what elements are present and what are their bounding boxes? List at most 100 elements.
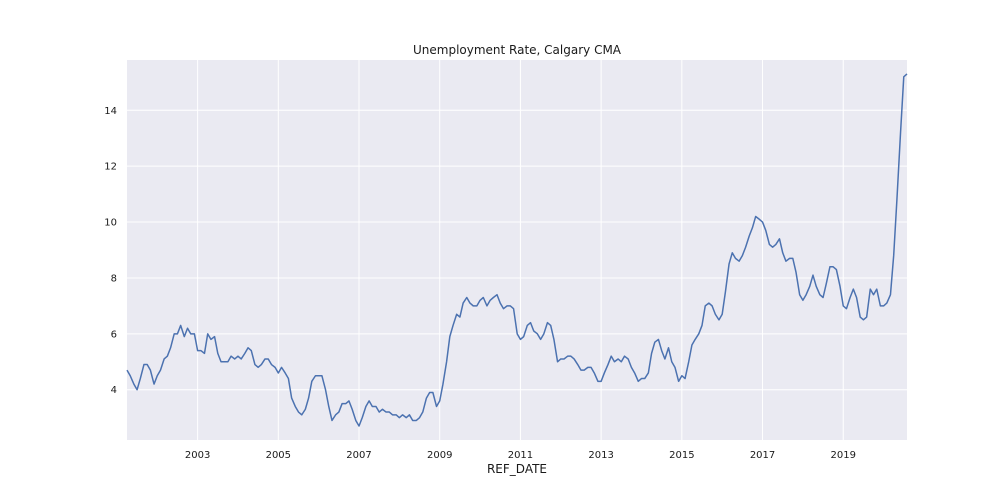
data-point xyxy=(673,366,676,369)
data-point xyxy=(509,304,512,307)
data-point xyxy=(310,380,313,383)
data-point xyxy=(307,397,310,400)
data-point xyxy=(458,316,461,319)
data-point xyxy=(196,349,199,352)
x-tick-label: 2017 xyxy=(750,450,775,461)
x-tick-label: 2005 xyxy=(266,450,291,461)
data-point xyxy=(287,377,290,380)
data-point xyxy=(808,285,811,288)
data-point xyxy=(862,318,865,321)
data-point xyxy=(882,304,885,307)
y-tick-label: 10 xyxy=(104,218,117,229)
data-point xyxy=(519,338,522,341)
data-point xyxy=(374,405,377,408)
data-point xyxy=(637,380,640,383)
data-point xyxy=(193,332,196,335)
data-point xyxy=(479,299,482,302)
data-point xyxy=(482,296,485,299)
data-point xyxy=(364,405,367,408)
data-point xyxy=(549,324,552,327)
data-point xyxy=(173,332,176,335)
data-point xyxy=(136,388,139,391)
data-point xyxy=(724,290,727,293)
data-point xyxy=(774,243,777,246)
data-point xyxy=(855,296,858,299)
data-point xyxy=(186,327,189,330)
data-point xyxy=(314,374,317,377)
data-point xyxy=(684,377,687,380)
data-point xyxy=(667,346,670,349)
data-point xyxy=(492,296,495,299)
data-point xyxy=(869,288,872,291)
data-point xyxy=(220,360,223,363)
data-point xyxy=(159,369,162,372)
data-point xyxy=(647,371,650,374)
data-point xyxy=(603,371,606,374)
data-point xyxy=(153,383,156,386)
data-point xyxy=(411,419,414,422)
data-point xyxy=(294,405,297,408)
data-point xyxy=(849,296,852,299)
data-point xyxy=(327,405,330,408)
data-point xyxy=(576,363,579,366)
data-point xyxy=(438,399,441,402)
data-point xyxy=(230,355,233,358)
data-point xyxy=(146,363,149,366)
data-point xyxy=(791,257,794,260)
data-point xyxy=(687,360,690,363)
data-point xyxy=(337,411,340,414)
data-point xyxy=(825,282,828,285)
data-point xyxy=(270,363,273,366)
data-point xyxy=(132,383,135,386)
data-point xyxy=(216,352,219,355)
data-point xyxy=(267,357,270,360)
data-point xyxy=(179,324,182,327)
data-point xyxy=(606,363,609,366)
data-point xyxy=(801,299,804,302)
data-point xyxy=(441,383,444,386)
data-point xyxy=(166,355,169,358)
data-point xyxy=(472,304,475,307)
data-point xyxy=(832,265,835,268)
data-point xyxy=(475,304,478,307)
data-point xyxy=(284,371,287,374)
data-point xyxy=(351,408,354,411)
data-point xyxy=(902,75,905,78)
data-point xyxy=(573,357,576,360)
data-point xyxy=(704,304,707,307)
data-point xyxy=(330,419,333,422)
data-point xyxy=(361,416,364,419)
data-point xyxy=(761,221,764,224)
data-point xyxy=(253,363,256,366)
data-point xyxy=(630,366,633,369)
data-point xyxy=(149,369,152,372)
data-point xyxy=(751,226,754,229)
data-point xyxy=(317,374,320,377)
data-point xyxy=(183,335,186,338)
x-tick-label: 2009 xyxy=(427,450,452,461)
plot-area xyxy=(127,60,907,440)
data-point xyxy=(895,198,898,201)
data-point xyxy=(304,408,307,411)
data-point xyxy=(892,254,895,257)
data-point xyxy=(663,357,666,360)
data-point xyxy=(300,413,303,416)
data-point xyxy=(502,307,505,310)
data-point xyxy=(583,369,586,372)
data-point xyxy=(129,374,132,377)
data-point xyxy=(859,316,862,319)
grid-lines xyxy=(127,60,907,440)
data-point xyxy=(610,355,613,358)
data-point xyxy=(435,405,438,408)
data-point xyxy=(512,307,515,310)
data-point xyxy=(455,313,458,316)
data-point xyxy=(526,324,529,327)
data-point xyxy=(617,357,620,360)
data-point xyxy=(297,411,300,414)
data-point xyxy=(563,357,566,360)
x-tick-label: 2019 xyxy=(831,450,856,461)
data-point xyxy=(398,416,401,419)
data-point xyxy=(569,355,572,358)
data-point xyxy=(559,357,562,360)
data-point xyxy=(371,405,374,408)
